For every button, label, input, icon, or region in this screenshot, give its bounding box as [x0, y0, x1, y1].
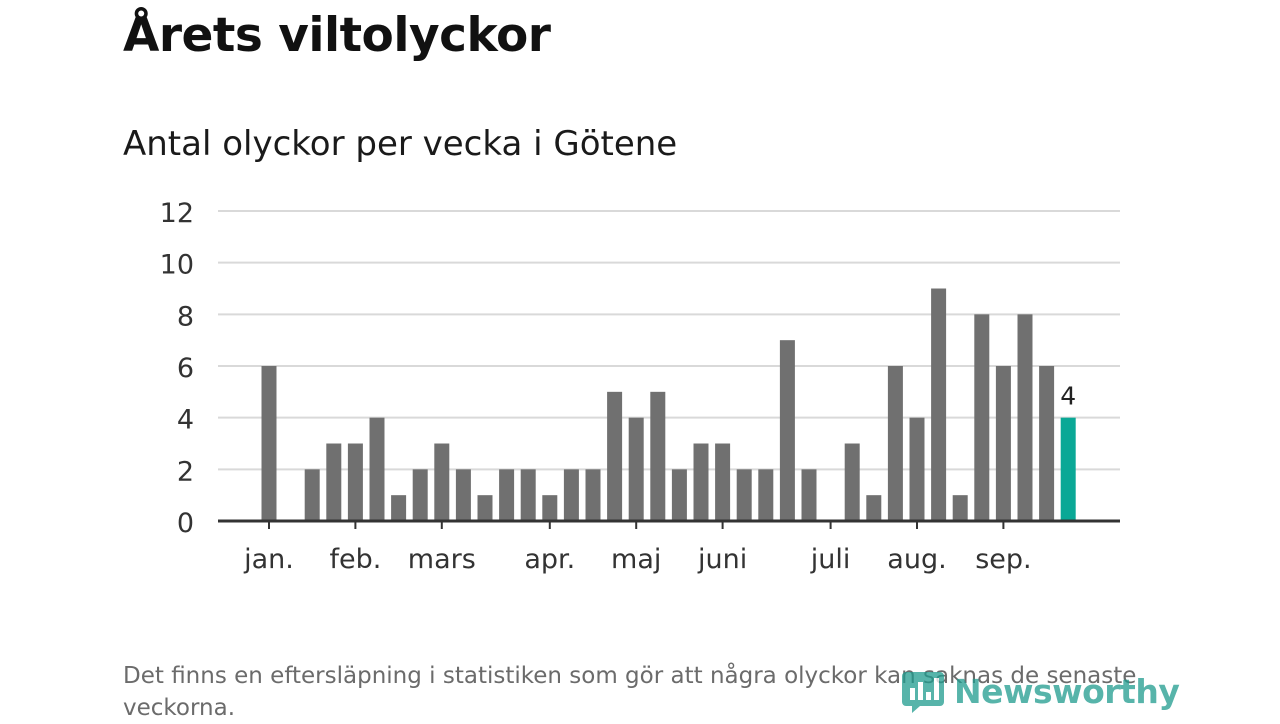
x-axis — [218, 519, 1120, 529]
bar — [477, 495, 493, 521]
x-tick-label: feb. — [329, 544, 381, 575]
x-tick-label: jan. — [243, 544, 294, 575]
bar — [866, 495, 882, 521]
bar — [563, 469, 579, 521]
bar-chart-logo-icon — [902, 672, 944, 713]
logo-text: Newsworthy — [954, 671, 1180, 711]
bar — [758, 469, 774, 521]
x-tick-label: juli — [810, 544, 851, 575]
y-tick-label: 8 — [177, 301, 194, 332]
bar — [391, 495, 407, 521]
bar — [736, 469, 752, 521]
x-tick-label: juni — [697, 544, 747, 575]
bar — [607, 391, 623, 521]
bar — [671, 469, 687, 521]
y-axis-tick-labels: 0 2 4 6 8 10 12 — [160, 198, 194, 539]
bar — [369, 417, 385, 521]
bar — [887, 366, 903, 521]
bar — [715, 443, 731, 521]
bar — [412, 469, 428, 521]
bar — [909, 417, 925, 521]
bar — [585, 469, 601, 521]
x-tick-label: apr. — [524, 544, 575, 575]
bar — [304, 469, 320, 521]
bar — [779, 340, 795, 521]
footnote: Det finns en eftersläpning i statistiken… — [123, 663, 1137, 721]
data-labels: 4 — [1060, 382, 1076, 411]
bar — [499, 469, 515, 521]
bar — [347, 443, 363, 521]
newsworthy-logo: Newsworthy — [900, 668, 1180, 714]
bar — [931, 288, 947, 521]
bar — [844, 443, 860, 521]
bar — [974, 314, 990, 521]
bar — [455, 469, 471, 521]
x-tick-label: aug. — [887, 544, 946, 575]
bar — [952, 495, 968, 521]
bar — [650, 391, 666, 521]
x-axis-tick-labels: jan. feb. mars apr. maj juni juli aug. sep. — [243, 544, 1031, 575]
bar — [542, 495, 558, 521]
bar — [1017, 314, 1033, 521]
y-tick-label: 4 — [177, 405, 194, 436]
bar — [1039, 366, 1055, 521]
bars — [261, 288, 1076, 521]
x-tick-label: maj — [611, 544, 661, 575]
bar — [520, 469, 536, 521]
y-tick-label: 0 — [177, 508, 194, 539]
bar — [995, 366, 1011, 521]
chart-title: Årets viltolyckor — [123, 8, 551, 63]
bar — [801, 469, 817, 521]
bar-highlight — [1060, 417, 1076, 521]
grid-lines — [218, 210, 1120, 471]
bar — [261, 366, 277, 521]
bar — [693, 443, 709, 521]
bar — [434, 443, 450, 521]
chart-subtitle: Antal olyckor per vecka i Götene — [123, 124, 678, 164]
y-tick-label: 12 — [160, 198, 194, 229]
y-tick-label: 10 — [160, 250, 194, 281]
y-tick-label: 6 — [177, 353, 194, 384]
bar — [628, 417, 644, 521]
y-tick-label: 2 — [177, 456, 194, 487]
data-label: 4 — [1060, 382, 1076, 411]
x-tick-label: mars — [408, 544, 476, 575]
bar — [326, 443, 342, 521]
x-tick-label: sep. — [975, 544, 1031, 575]
